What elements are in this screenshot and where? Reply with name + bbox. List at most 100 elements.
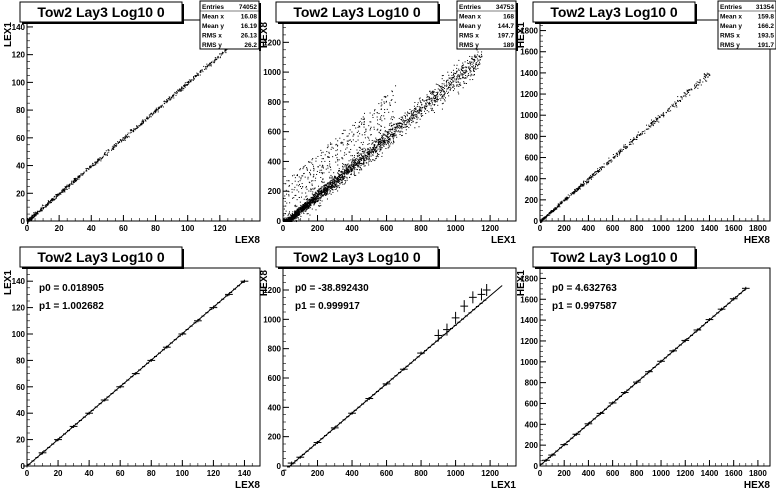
- data-point: [421, 103, 423, 105]
- data-point: [331, 187, 333, 189]
- data-point: [285, 220, 287, 222]
- data-point: [414, 114, 416, 116]
- data-point: [112, 147, 114, 149]
- data-point: [322, 165, 324, 167]
- data-point: [297, 217, 299, 219]
- data-point: [295, 220, 297, 222]
- data-point: [132, 128, 134, 130]
- data-point: [346, 135, 348, 137]
- data-point: [423, 100, 425, 102]
- data-point: [452, 79, 454, 81]
- data-point: [614, 157, 616, 159]
- data-point: [349, 139, 351, 141]
- data-point: [353, 165, 355, 167]
- data-point: [363, 121, 365, 123]
- data-point: [300, 204, 302, 206]
- data-point: [56, 195, 58, 197]
- data-point: [303, 166, 305, 168]
- data-point: [420, 106, 422, 108]
- data-point: [304, 206, 306, 208]
- data-point: [153, 110, 155, 112]
- data-point: [687, 91, 689, 93]
- data-point: [676, 102, 678, 104]
- data-point: [652, 121, 654, 123]
- data-point: [45, 205, 47, 207]
- data-point: [188, 80, 190, 82]
- data-point: [309, 214, 311, 216]
- data-point: [380, 149, 382, 151]
- data-point: [368, 150, 370, 152]
- data-point: [573, 191, 575, 193]
- data-point: [457, 75, 459, 77]
- data-point: [296, 212, 298, 214]
- title-box-shadow: [278, 22, 440, 24]
- data-point: [45, 203, 47, 205]
- data-point: [351, 162, 353, 164]
- data-point: [645, 128, 647, 130]
- data-point: [92, 164, 94, 166]
- data-point: [324, 186, 326, 188]
- data-point: [208, 64, 210, 66]
- data-point: [432, 94, 434, 96]
- data-point: [288, 191, 290, 193]
- data-point: [465, 77, 467, 79]
- data-point: [429, 97, 431, 99]
- data-point: [196, 74, 198, 76]
- data-point: [390, 99, 392, 101]
- data-point: [314, 193, 316, 195]
- data-point: [373, 126, 375, 128]
- data-point: [409, 113, 411, 115]
- data-point: [41, 210, 43, 212]
- data-point: [338, 170, 340, 172]
- data-point: [337, 186, 339, 188]
- data-point: [680, 99, 682, 101]
- data-point: [289, 217, 291, 219]
- data-point: [465, 66, 467, 68]
- data-point: [441, 75, 443, 77]
- data-point: [699, 82, 701, 84]
- data-point: [309, 202, 311, 204]
- data-point: [408, 127, 410, 129]
- data-point: [298, 191, 300, 193]
- data-point: [336, 184, 338, 186]
- data-point: [381, 155, 383, 157]
- data-point: [90, 166, 92, 168]
- data-point: [313, 165, 315, 167]
- data-point: [182, 89, 184, 91]
- data-point: [474, 55, 476, 57]
- data-point: [392, 119, 394, 121]
- data-point: [317, 166, 319, 168]
- data-point: [332, 180, 334, 182]
- data-point: [337, 164, 339, 166]
- data-point: [30, 216, 32, 218]
- data-point: [298, 219, 300, 221]
- data-point: [339, 137, 341, 139]
- data-point: [85, 170, 87, 172]
- data-point: [393, 135, 395, 137]
- data-point: [618, 153, 620, 155]
- data-point: [355, 164, 357, 166]
- data-point: [359, 162, 361, 164]
- data-point: [37, 211, 39, 213]
- data-point: [462, 70, 464, 72]
- data-point: [157, 109, 159, 111]
- data-point: [169, 98, 171, 100]
- data-point: [144, 119, 146, 121]
- data-point: [342, 176, 344, 178]
- data-point: [296, 209, 298, 211]
- data-point: [667, 108, 669, 110]
- data-point: [377, 144, 379, 146]
- data-point: [292, 216, 294, 218]
- data-point: [377, 139, 379, 141]
- data-point: [347, 169, 349, 171]
- data-point: [52, 200, 54, 202]
- data-point: [179, 89, 181, 91]
- data-point: [446, 83, 448, 85]
- data-point: [310, 188, 312, 190]
- data-point: [327, 186, 329, 188]
- data-point: [292, 216, 294, 218]
- data-point: [344, 183, 346, 185]
- data-point: [442, 74, 444, 76]
- data-point: [372, 114, 374, 116]
- data-point: [311, 193, 313, 195]
